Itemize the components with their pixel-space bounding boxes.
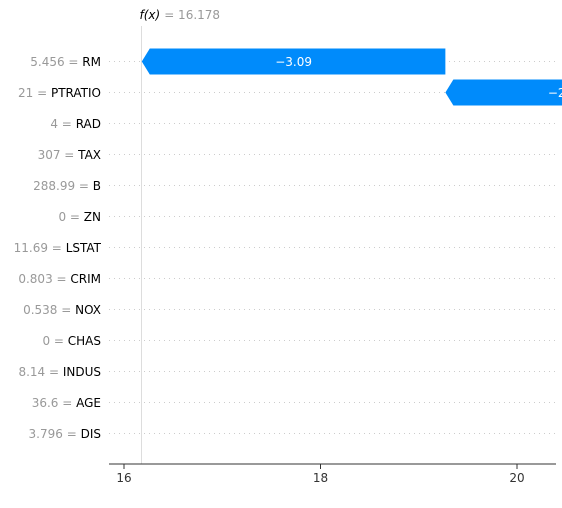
feature-label-b: 288.99 = B (33, 179, 101, 193)
feature-name: AGE (76, 396, 101, 410)
feature-value: 0 = (58, 210, 83, 224)
feature-label-tax: 307 = TAX (38, 148, 101, 162)
fx-annotation: f(x) = 16.178 (139, 8, 220, 22)
feature-name: NOX (75, 303, 101, 317)
feature-value: 11.69 = (14, 241, 66, 255)
feature-name: RAD (76, 117, 101, 131)
feature-value: 36.6 = (32, 396, 76, 410)
feature-name: DIS (81, 427, 101, 441)
feature-name: CHAS (68, 334, 101, 348)
feature-label-ptratio: 21 = PTRATIO (18, 86, 101, 100)
bar-rm (141, 48, 446, 75)
feature-value: 3.796 = (29, 427, 81, 441)
row-gridlines (109, 61, 556, 434)
feature-label-zn: 0 = ZN (58, 210, 101, 224)
feature-value: 5.456 = (30, 55, 82, 69)
feature-label-chas: 0 = CHAS (42, 334, 101, 348)
feature-label-rm: 5.456 = RM (30, 55, 101, 69)
feature-value: 0.803 = (18, 272, 70, 286)
feature-value: 8.14 = (18, 365, 62, 379)
feature-name: LSTAT (66, 241, 102, 255)
fx-value: = 16.178 (164, 8, 220, 22)
bar-label-rm: −3.09 (275, 55, 312, 69)
feature-value: 0 = (42, 334, 67, 348)
feature-name: RM (82, 55, 101, 69)
x-tick-label: 18 (313, 471, 328, 485)
feature-value: 307 = (38, 148, 79, 162)
fx-label: f(x) (139, 8, 160, 22)
feature-name: CRIM (70, 272, 101, 286)
bar-ptratio (445, 79, 562, 106)
feature-label-nox: 0.538 = NOX (23, 303, 101, 317)
feature-name: PTRATIO (51, 86, 101, 100)
x-tick-label: 20 (509, 471, 524, 485)
feature-name: B (93, 179, 101, 193)
feature-label-indus: 8.14 = INDUS (18, 365, 101, 379)
feature-label-lstat: 11.69 = LSTAT (14, 241, 102, 255)
feature-value: 0.538 = (23, 303, 75, 317)
feature-label-rad: 4 = RAD (50, 117, 101, 131)
feature-value: 4 = (50, 117, 75, 131)
feature-value: 288.99 = (33, 179, 93, 193)
feature-name: INDUS (63, 365, 101, 379)
x-axis: 1618202224 (109, 463, 556, 485)
feature-label-crim: 0.803 = CRIM (18, 272, 101, 286)
bar-label-ptratio: −2.46 (548, 86, 562, 100)
feature-label-dis: 3.796 = DIS (29, 427, 101, 441)
feature-value: 21 = (18, 86, 51, 100)
feature-label-age: 36.6 = AGE (32, 396, 101, 410)
feature-labels: 5.456 = RM 21 = PTRATIO 4 = RAD 307 = TAX 28… (14, 55, 102, 441)
feature-name: ZN (84, 210, 101, 224)
feature-name: TAX (77, 148, 101, 162)
contribution-bars: −3.09−2.46−1.7+1.16−0.71−0.58+0.42+0.29+… (141, 48, 562, 106)
x-tick-label: 16 (116, 471, 131, 485)
